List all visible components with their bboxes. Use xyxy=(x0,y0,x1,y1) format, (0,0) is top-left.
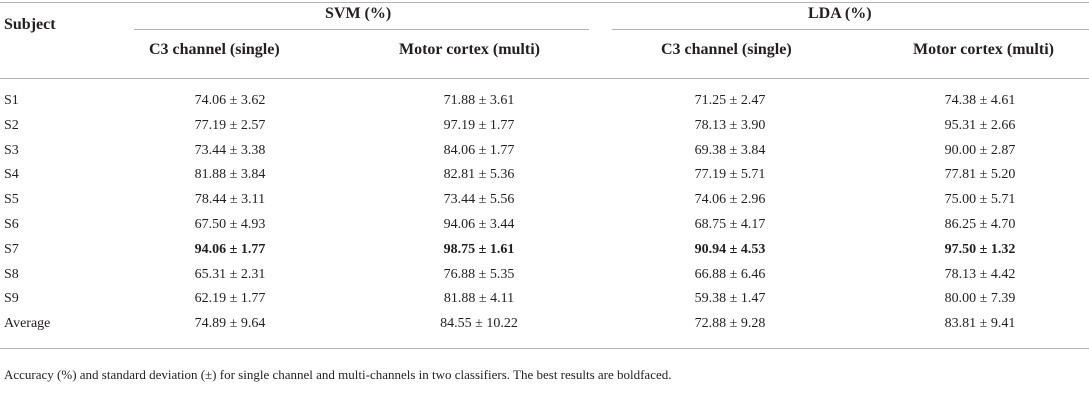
table-cell: 90.00 ± 2.87 xyxy=(944,143,1016,158)
table-row-subject: S8 xyxy=(4,267,19,282)
table-cell: 62.19 ± 1.77 xyxy=(194,291,266,306)
table-cell: 68.75 ± 4.17 xyxy=(694,217,766,232)
table-cell: 97.19 ± 1.77 xyxy=(443,118,515,133)
table-cell: 98.75 ± 1.61 xyxy=(443,242,515,257)
svm-motor-column-header: Motor cortex (multi) xyxy=(399,41,540,58)
table-cell: 77.19 ± 5.71 xyxy=(694,167,766,182)
table-row-subject: S1 xyxy=(4,93,19,108)
table-cell: 75.00 ± 5.71 xyxy=(944,192,1016,207)
lda-c3-column-header: C3 channel (single) xyxy=(661,41,792,58)
table-cell: 84.06 ± 1.77 xyxy=(443,143,515,158)
table-cell: 78.44 ± 3.11 xyxy=(194,192,266,207)
bottom-rule xyxy=(0,348,1089,349)
table-cell: 71.88 ± 3.61 xyxy=(443,93,515,108)
lda-group-rule xyxy=(612,29,1089,30)
lda-motor-column-header: Motor cortex (multi) xyxy=(913,41,1054,58)
table-cell: 90.94 ± 4.53 xyxy=(694,242,766,257)
table-cell: 82.81 ± 5.36 xyxy=(443,167,515,182)
table-row-subject: S7 xyxy=(4,242,19,257)
lda-group-header: LDA (%) xyxy=(808,5,872,22)
table-row-subject: S9 xyxy=(4,291,19,306)
header-rule xyxy=(0,78,1089,79)
table-cell: 78.13 ± 4.42 xyxy=(944,267,1016,282)
table-cell: 66.88 ± 6.46 xyxy=(694,267,766,282)
top-rule xyxy=(0,2,1089,3)
table-cell: 77.81 ± 5.20 xyxy=(944,167,1016,182)
table-cell: 74.89 ± 9.64 xyxy=(194,316,266,331)
table-cell: 65.31 ± 2.31 xyxy=(194,267,266,282)
table-cell: 76.88 ± 5.35 xyxy=(443,267,515,282)
table-caption: Accuracy (%) and standard deviation (±) … xyxy=(4,367,672,382)
table-cell: 77.19 ± 2.57 xyxy=(194,118,266,133)
table-cell: 67.50 ± 4.93 xyxy=(194,217,266,232)
table-cell: 72.88 ± 9.28 xyxy=(694,316,766,331)
table-row-subject: S2 xyxy=(4,118,19,133)
svm-c3-column-header: C3 channel (single) xyxy=(149,41,280,58)
table-cell: 95.31 ± 2.66 xyxy=(944,118,1016,133)
table-cell: 94.06 ± 1.77 xyxy=(194,242,266,257)
table-cell: 97.50 ± 1.32 xyxy=(944,242,1016,257)
subject-header: Subject xyxy=(4,16,56,33)
table-cell: 84.55 ± 10.22 xyxy=(440,316,518,331)
svm-group-rule xyxy=(134,29,589,30)
table-cell: 73.44 ± 3.38 xyxy=(194,143,266,158)
table-row-subject: S6 xyxy=(4,217,19,232)
table-cell: 69.38 ± 3.84 xyxy=(694,143,766,158)
table-cell: 81.88 ± 3.84 xyxy=(194,167,266,182)
table-row-subject: Average xyxy=(4,316,51,331)
table-row-subject: S3 xyxy=(4,143,19,158)
table-cell: 83.81 ± 9.41 xyxy=(944,316,1016,331)
table-cell: 94.06 ± 3.44 xyxy=(443,217,515,232)
table-cell: 74.06 ± 2.96 xyxy=(694,192,766,207)
table-cell: 86.25 ± 4.70 xyxy=(944,217,1016,232)
svm-group-header: SVM (%) xyxy=(325,5,392,22)
table-row-subject: S4 xyxy=(4,167,19,182)
table-cell: 74.38 ± 4.61 xyxy=(944,93,1016,108)
table-cell: 78.13 ± 3.90 xyxy=(694,118,766,133)
table-cell: 81.88 ± 4.11 xyxy=(443,291,515,306)
table-row-subject: S5 xyxy=(4,192,19,207)
table-cell: 74.06 ± 3.62 xyxy=(194,93,266,108)
table-cell: 80.00 ± 7.39 xyxy=(944,291,1016,306)
table-cell: 59.38 ± 1.47 xyxy=(694,291,766,306)
table-cell: 71.25 ± 2.47 xyxy=(694,93,766,108)
table-cell: 73.44 ± 5.56 xyxy=(443,192,515,207)
